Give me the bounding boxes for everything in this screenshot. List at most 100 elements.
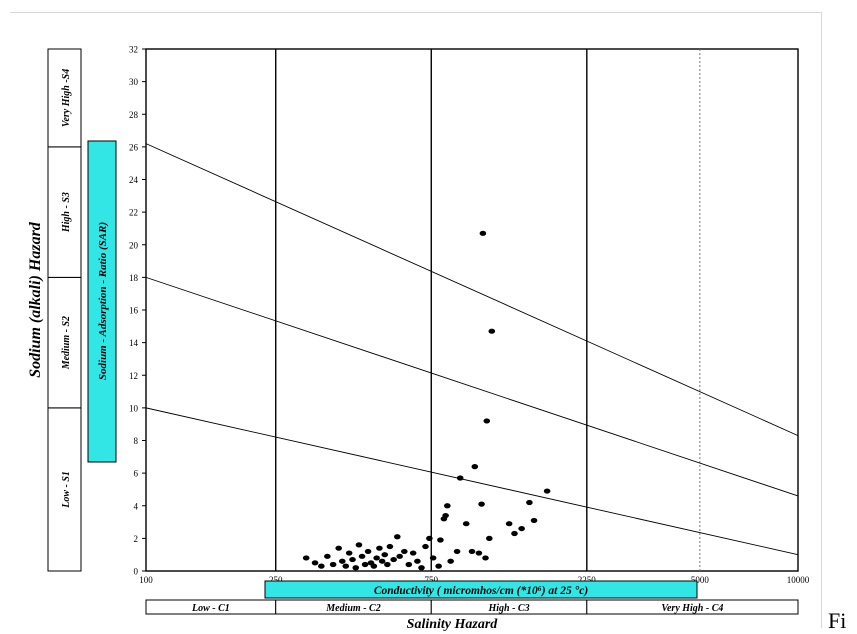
y-tick-label: 24 [129,175,139,185]
data-point [479,230,487,236]
sample-points [302,230,551,571]
data-point [518,525,525,532]
sodium-class-box [47,276,82,409]
y-tick-label: 2 [134,534,139,544]
y-tick-label: 32 [129,45,138,55]
y-tick-label: 16 [129,306,139,316]
data-point [543,488,551,494]
data-point [486,535,493,541]
data-point [355,542,363,548]
data-point [414,558,421,564]
data-point [352,565,360,571]
y-tick-label: 6 [134,469,139,479]
salinity-class-label: Medium - C2 [325,603,380,614]
y-tick-label: 30 [129,77,139,87]
y-tick-label: 10 [129,403,139,413]
data-point [409,550,417,556]
sodium-class-box [47,146,82,278]
y-axis-label: Sodium - Adsorption - Ratio (SAR) [97,222,109,380]
data-point [381,552,389,558]
y-tick-label: 22 [129,208,138,218]
data-point [488,328,496,334]
data-point [401,548,408,555]
outer-x-label: Salinity Hazard [407,617,499,631]
data-point [429,555,437,561]
data-point [311,560,319,566]
data-point [444,503,451,509]
salinity-class-label: High - C3 [487,603,529,614]
y-tick-label: 4 [134,501,139,511]
data-point [361,561,369,568]
data-point [422,543,429,550]
data-point [396,553,403,559]
salinity-class-box [586,599,799,615]
data-point [358,553,366,559]
data-point [526,499,533,506]
x-tick-label: 5000 [691,575,710,585]
data-point [324,553,331,559]
salinity-class-row: Low - C1 Medium - C2 High - C3 Very High - … [145,599,799,615]
data-point [302,555,310,561]
data-point [349,556,356,563]
sodium-class-line [145,276,799,497]
data-point [329,561,337,568]
sodium-class-label: High - S3 [61,192,72,233]
data-point [384,561,391,568]
sar-label-box [87,140,117,463]
data-point [364,548,372,555]
y-tick-label: 28 [129,110,139,120]
sodium-class-label: Medium - S2 [61,316,72,370]
data-point [376,545,383,551]
x-tick-label: 100 [139,575,153,585]
data-point [393,534,401,540]
x-tick-label: 2250 [578,575,597,585]
data-point [370,563,378,569]
y-tick-label: 20 [129,240,139,250]
y-tick-label: 14 [129,338,139,348]
outer-y-label: Sodium (alkali) Hazard [27,221,44,378]
x-tick-label: 750 [425,575,439,585]
data-point [342,563,350,569]
data-point [462,521,470,527]
data-point [437,537,444,543]
data-point [335,545,342,551]
data-point [318,563,325,569]
data-point [418,565,425,571]
x-tick-label: 10000 [787,575,810,585]
figure-frame [10,12,822,628]
data-point [426,535,433,541]
sodium-class-line [145,407,799,556]
data-point [471,464,479,470]
x-axis-label: Conductivity ( micromhos/cm (*10⁶) at 25… [374,585,588,597]
salinity-class-label: Very High - C4 [661,603,723,614]
sodium-class-label: Low - S1 [61,471,72,509]
data-point [475,550,483,556]
sodium-class-label: Very High -S4 [61,69,72,127]
data-point [530,517,538,524]
data-point [456,475,464,481]
y-tick-label: 18 [129,273,139,283]
data-point [386,543,394,550]
data-point [482,555,489,561]
data-point [483,418,491,424]
data-point [505,521,513,527]
y-tick-label: 8 [134,436,139,446]
data-point [435,563,442,569]
x-tick-label: 250 [269,575,283,585]
salinity-class-label: Low - C1 [191,603,230,614]
sodium-class-column: Low - S1 Medium - S2 High - S3 Very High -S… [47,48,82,572]
y-tick-label: 26 [129,142,139,152]
data-point [373,555,380,561]
data-point [442,512,449,519]
y-tick-label: 0 [134,567,139,577]
class-boundaries [145,49,799,571]
data-point [405,561,413,568]
data-point [390,556,397,563]
sodium-class-box [47,48,82,148]
y-tick-label: 12 [129,371,138,381]
data-point [511,530,518,537]
data-point [447,558,454,564]
data-point [338,558,346,564]
data-point [345,550,353,556]
